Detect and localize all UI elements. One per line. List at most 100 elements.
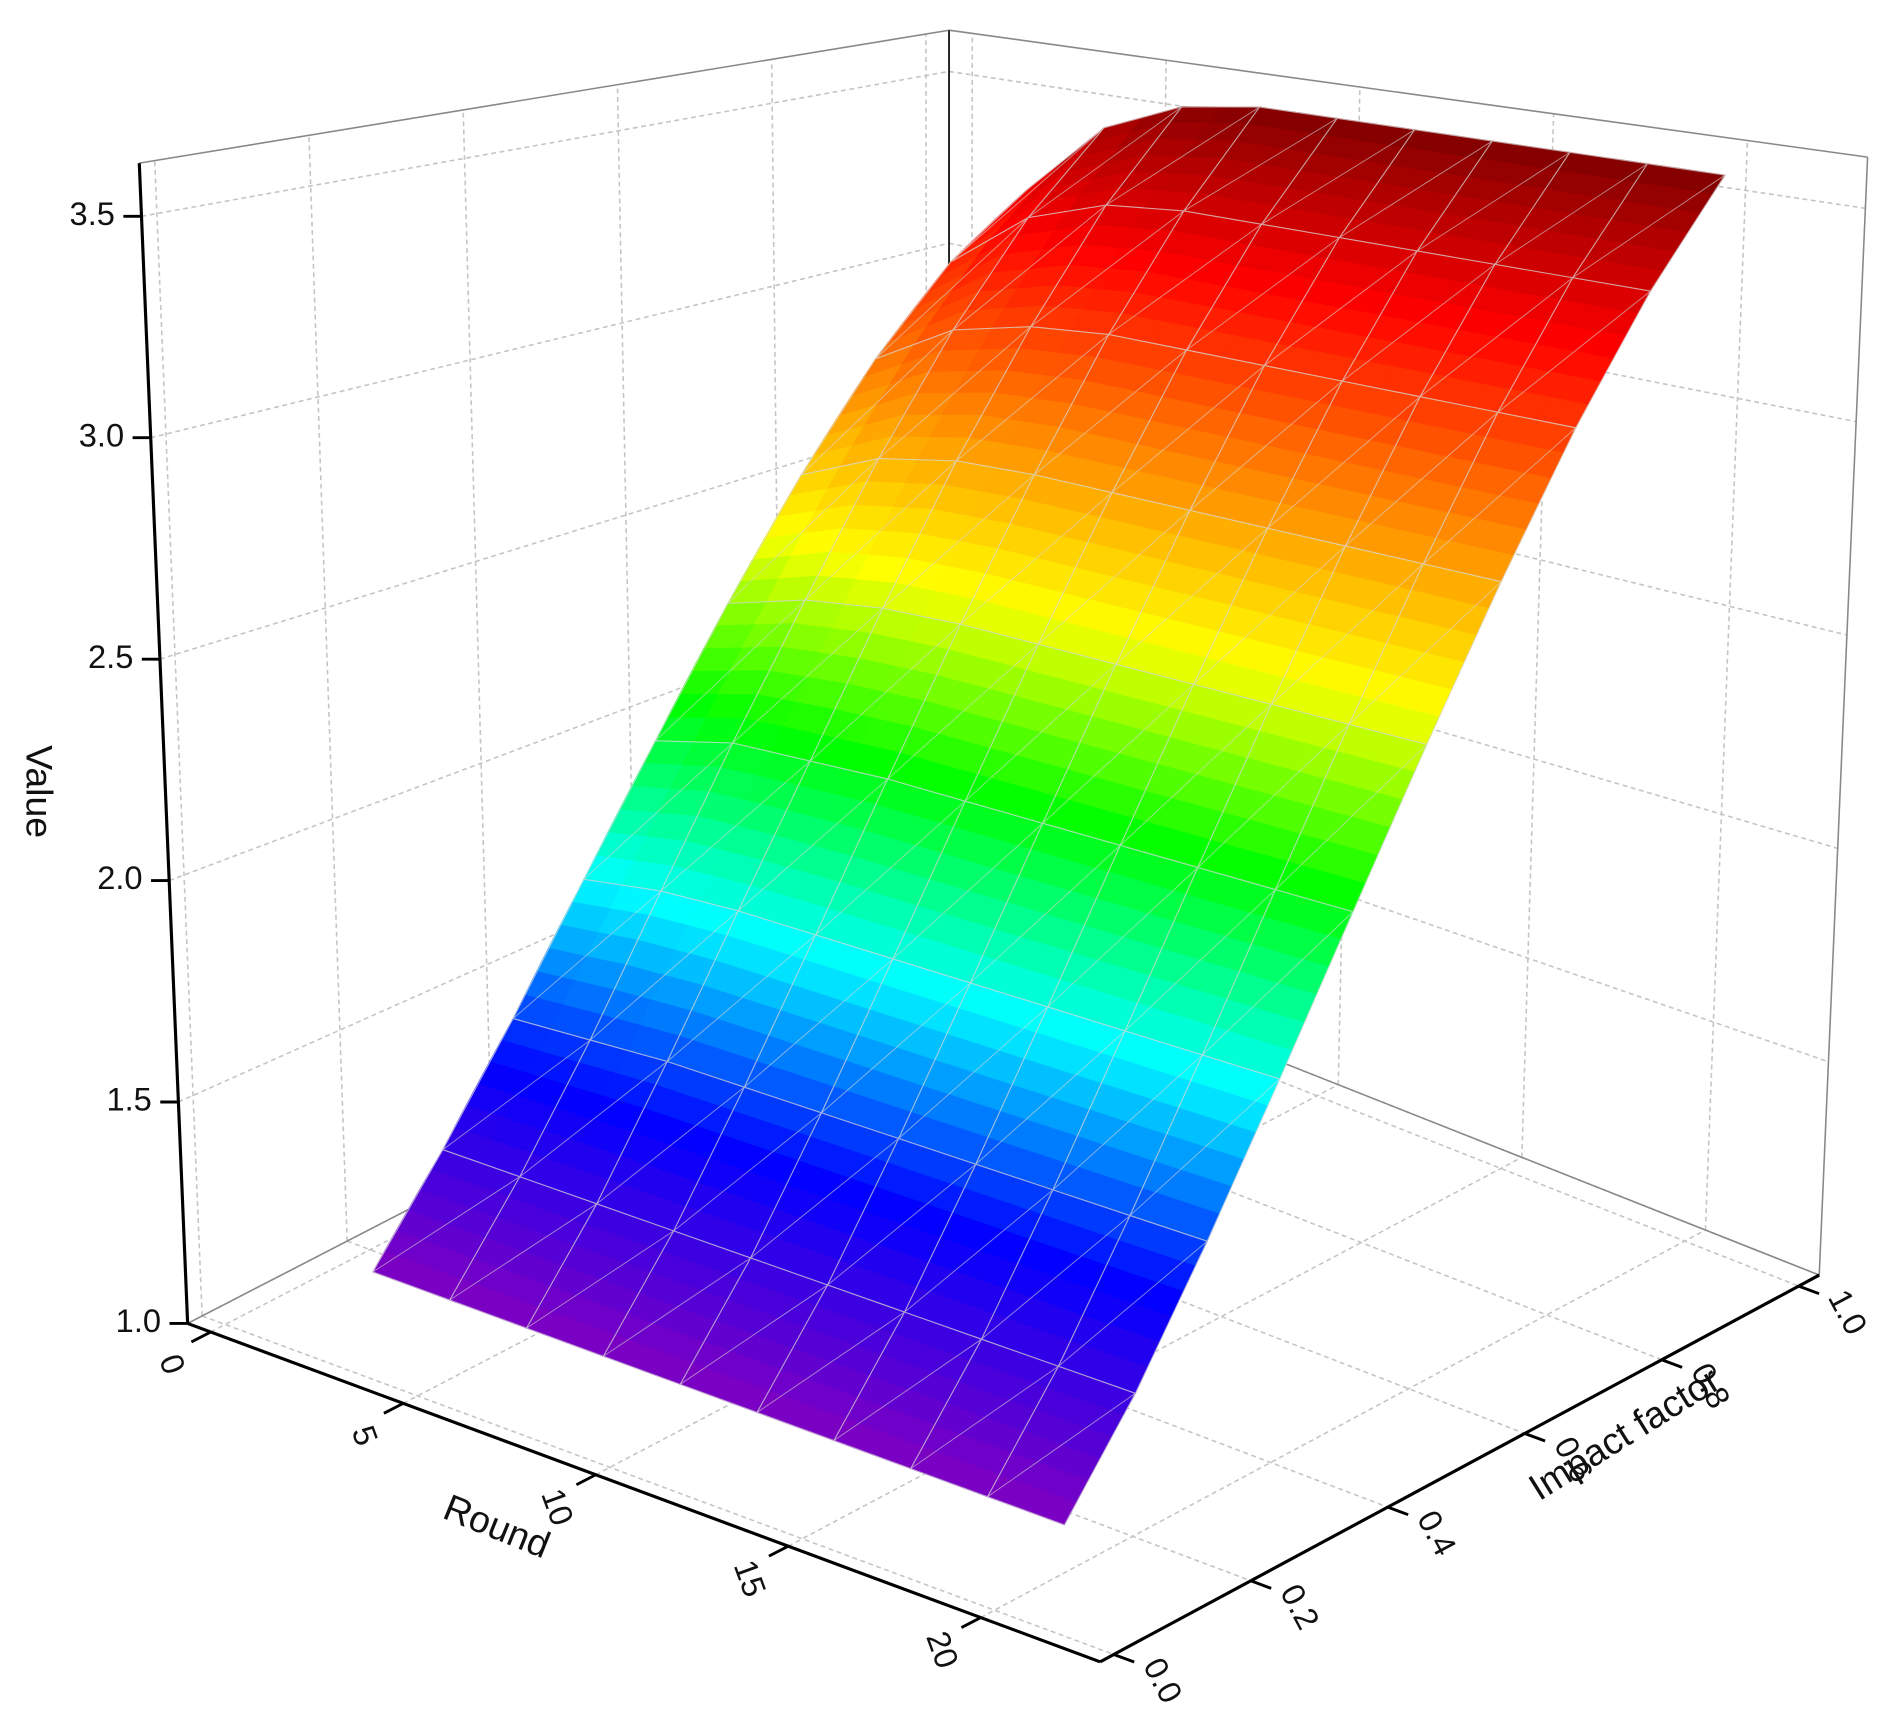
y-tick-label: 0.2: [1273, 1578, 1327, 1635]
surface-cell: [814, 778, 966, 960]
surface-cell: [1185, 223, 1341, 367]
mesh-line: [1105, 106, 1260, 206]
mesh-line: [1261, 129, 1415, 225]
mesh-line: [1197, 724, 1350, 868]
surface-cell: [882, 460, 1036, 625]
surface-cell: [1129, 1054, 1281, 1242]
surface-cell: [1341, 250, 1496, 398]
surface-cell: [820, 958, 972, 1140]
y-tick: [1113, 1653, 1135, 1664]
x-tick-label: 0: [152, 1349, 193, 1379]
mesh-line: [1033, 349, 1187, 476]
surface-cell: [897, 982, 1049, 1165]
mesh-line: [1189, 380, 1343, 511]
mesh-line: [744, 958, 894, 1088]
mesh-line: [750, 1138, 899, 1259]
mesh-line: [960, 492, 1113, 625]
surface-cell: [1422, 411, 1577, 583]
mesh-line: [969, 845, 1121, 984]
mesh-line: [975, 1030, 1126, 1165]
surface-cell: [1057, 1214, 1208, 1394]
grid-line: [770, 59, 784, 1017]
mesh-line: [898, 1006, 1048, 1139]
mesh-line: [673, 1112, 822, 1232]
surface-cell: [1046, 844, 1199, 1032]
grid-line: [153, 160, 203, 1316]
mesh-line: [904, 1189, 1054, 1313]
mesh-line: [1264, 250, 1418, 366]
mesh-line: [603, 1257, 751, 1357]
surface-cell: [1041, 663, 1195, 847]
mesh-line: [1348, 581, 1502, 725]
grid-line: [201, 1315, 1115, 1656]
surface-cell: [886, 623, 1039, 802]
surface-cell: [1107, 210, 1263, 351]
z-tick-label: 2.0: [97, 859, 142, 896]
surface-cell: [1497, 277, 1652, 429]
mesh-line: [887, 643, 1039, 780]
mesh-line: [950, 127, 1105, 263]
z-tick-label: 3.0: [79, 416, 124, 453]
mesh-line: [986, 1365, 1137, 1526]
grid-line: [491, 1165, 1389, 1508]
surface-cell: [951, 204, 1108, 331]
mesh-line: [815, 800, 966, 936]
mesh-line: [1193, 545, 1346, 685]
grid-line: [616, 84, 639, 1092]
surface-cell: [519, 1039, 668, 1205]
mesh-line: [1341, 263, 1496, 382]
box-edge: [1818, 157, 1869, 1276]
surface-cell: [1571, 163, 1726, 292]
surface-cell: [1104, 106, 1261, 212]
mesh-line: [1108, 223, 1262, 335]
mesh-line: [882, 474, 1035, 609]
x-tick: [768, 1544, 789, 1558]
z-tick-label: 1.0: [116, 1302, 161, 1339]
mesh-line: [1345, 411, 1499, 547]
surface-cell: [1338, 129, 1494, 252]
mesh-line: [727, 458, 879, 604]
grid-line: [150, 242, 950, 439]
surface-cell: [512, 878, 662, 1041]
mesh-line: [875, 217, 1029, 360]
mesh-line: [1037, 510, 1191, 645]
surface-cell: [1266, 380, 1421, 547]
mesh-line: [589, 910, 739, 1041]
mesh-line: [596, 1086, 745, 1205]
y-tick-label: 1.0: [1821, 1283, 1875, 1340]
y-tick: [1661, 1358, 1683, 1369]
mesh-line: [1111, 365, 1265, 493]
mesh-line: [956, 334, 1110, 462]
mesh-line: [1115, 527, 1268, 665]
mesh-line: [679, 1284, 828, 1385]
mesh-line: [1271, 563, 1424, 705]
mesh-line: [1119, 704, 1272, 846]
x-axis: [187, 1321, 1101, 1664]
surface-cell: [1419, 263, 1574, 413]
box-edge: [948, 29, 1868, 158]
x-tick-label: 15: [727, 1555, 774, 1602]
mesh-line: [952, 204, 1107, 331]
surface-cell: [448, 1176, 598, 1329]
mesh-line: [1572, 174, 1726, 279]
surface-cell: [892, 800, 1044, 984]
mesh-line: [987, 1392, 1136, 1498]
y-tick: [1524, 1432, 1546, 1443]
surface-cell: [1033, 333, 1188, 494]
surface-cell: [1192, 527, 1347, 706]
grid-line: [308, 135, 348, 1242]
surface-cell: [731, 599, 884, 762]
mesh-line: [583, 742, 733, 880]
mesh-line: [666, 934, 816, 1062]
surface-cell: [809, 607, 962, 780]
y-tick: [1387, 1505, 1409, 1517]
mesh-line: [1047, 867, 1199, 1008]
mesh-line: [833, 1338, 982, 1441]
surface-cell: [1029, 204, 1185, 336]
surface-cell: [800, 328, 955, 476]
surface-cell: [909, 1338, 1060, 1498]
mesh-line: [1416, 151, 1571, 252]
mesh-line: [655, 599, 806, 742]
y-tick: [1798, 1284, 1820, 1296]
